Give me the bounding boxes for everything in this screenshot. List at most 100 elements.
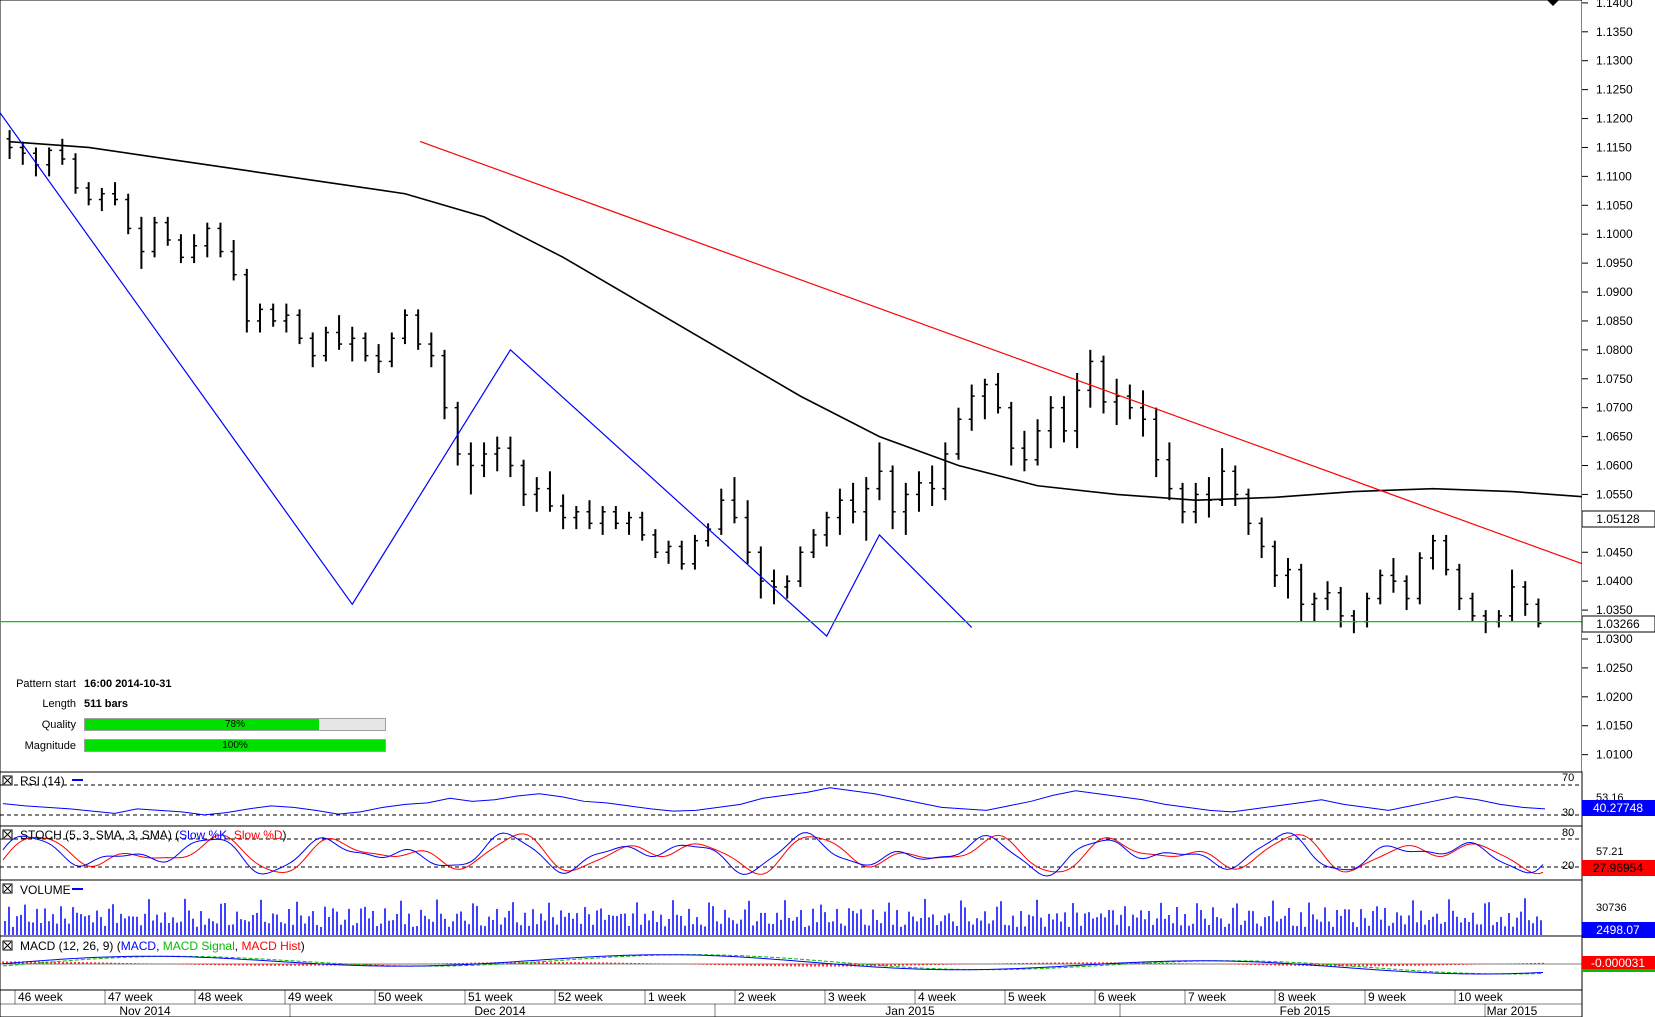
ohlc-bar (876, 442, 883, 501)
stoch-legend-d: Slow %D (234, 828, 283, 842)
stoch-marker: 57.21 (1596, 846, 1624, 858)
volume-marker: 30736 (1596, 902, 1627, 914)
rsi-value-label: 40.27748 (1593, 801, 1643, 815)
macd-signal-line (2, 954, 1544, 975)
time-axis: 46 week 47 week 48 week 49 week 50 week 51 we… (0, 989, 1583, 1017)
ohlc-bar (401, 309, 408, 345)
ohlc-bar (283, 303, 290, 333)
price-tick-label: 1.1350 (1596, 25, 1633, 39)
month-label: Mar 2015 (1487, 1004, 1538, 1017)
ohlc-bar (98, 187, 105, 212)
stoch-panel: STOCH (5, 3, SMA, 3, SMA) (Slow %K, Slow… (0, 825, 1655, 881)
ohlc-bar (1311, 592, 1318, 622)
ohlc-bar (1008, 401, 1015, 466)
price-tick-label: 1.1300 (1596, 54, 1633, 68)
week-label: 52 week (558, 990, 604, 1004)
ohlc-bar (915, 471, 922, 512)
ohlc-bar (270, 303, 277, 327)
price-tick-label: 1.1400 (1596, 0, 1633, 10)
week-label: 7 week (1188, 990, 1227, 1004)
price-tick-label: 1.0150 (1596, 719, 1633, 733)
ohlc-bar (995, 372, 1002, 414)
macd-title: MACD (12, 26, 9) (20, 939, 113, 953)
ohlc-bar (46, 147, 53, 177)
ohlc-bar (1034, 419, 1041, 466)
macd-legend-signal: MACD Signal (163, 939, 235, 953)
magnitude-bar-fill (85, 740, 385, 751)
price-axis: 1.1400 1.1350 1.1300 1.1250 1.1200 1.1150 1.11… (1581, 0, 1655, 772)
ma-value-box (1581, 510, 1655, 528)
ohlc-bar (1271, 540, 1278, 587)
ohlc-bar (322, 326, 329, 362)
macd-value-label: -0.000031 (1591, 956, 1645, 970)
ohlc-bar (1522, 581, 1529, 616)
ohlc-bar (125, 193, 132, 235)
price-tick-label: 1.0100 (1596, 748, 1633, 762)
ma-value-label: 1.05128 (1596, 512, 1640, 526)
ohlc-bar (586, 500, 593, 530)
week-label: 47 week (108, 990, 154, 1004)
price-tick-label: 1.1200 (1596, 112, 1633, 126)
week-label: 8 week (1278, 990, 1317, 1004)
price-tick-label: 1.0900 (1596, 285, 1633, 299)
ohlc-bar (533, 477, 540, 512)
length-label: Length (42, 698, 76, 710)
ohlc-bar (955, 407, 962, 460)
ohlc-bar (797, 546, 804, 587)
close-icon (3, 941, 12, 950)
close-icon (3, 776, 12, 785)
week-label: 3 week (828, 990, 867, 1004)
ohlc-bar (1021, 430, 1028, 472)
week-label: 1 week (648, 990, 687, 1004)
magnitude-value: 100% (222, 740, 248, 751)
resistance-trendline (419, 140, 1583, 565)
ohlc-bar (112, 182, 119, 206)
ohlc-bar (889, 465, 896, 530)
close-icon (3, 830, 12, 839)
quality-value: 78% (224, 719, 245, 730)
pattern-info: Pattern start 16:00 2014-10-31 Length 51… (0, 678, 400, 758)
ohlc-bar (467, 442, 474, 495)
ohlc-bar (1140, 390, 1147, 437)
ohlc-bar (164, 216, 171, 246)
ohlc-bar (1060, 396, 1067, 443)
ohlc-bar (968, 384, 975, 431)
ohlc-bar (494, 436, 501, 472)
price-tick-label: 1.0300 (1596, 632, 1633, 646)
price-tick-label: 1.0650 (1596, 430, 1633, 444)
ohlc-bar (1285, 558, 1291, 599)
week-label: 6 week (1098, 990, 1137, 1004)
quality-bar-fill (85, 719, 319, 730)
ohlc-bar (546, 471, 553, 512)
ohlc-bar (612, 505, 619, 530)
ohlc-bar (902, 482, 909, 535)
ohlc-bar (362, 332, 369, 362)
week-label: 10 week (1458, 990, 1504, 1004)
month-label: Feb 2015 (1280, 1004, 1331, 1017)
ohlc-bar (771, 569, 777, 605)
ohlc-bar (823, 511, 830, 547)
stoch-title: STOCH (5, 3, SMA, 3, SMA) (20, 828, 172, 842)
stoch-value-box (1582, 860, 1655, 876)
ohlc-bar (441, 349, 448, 420)
magnitude-label: Magnitude (24, 740, 76, 752)
ohlc-bar (639, 511, 646, 541)
ohlc-bar (296, 309, 303, 345)
price-tick-label: 1.0250 (1596, 661, 1633, 675)
rsi-line (2, 787, 1546, 816)
ohlc-bar (1390, 558, 1397, 593)
volume-bars (4, 898, 1542, 935)
ohlc-bar (1087, 349, 1094, 408)
quality-label: Quality (41, 719, 76, 731)
ohlc-bar (204, 222, 211, 258)
pattern-start-label: Pattern start (16, 678, 76, 690)
ohlc-bar (560, 494, 567, 530)
ohlc-bar (929, 465, 936, 506)
ohlc-bar (72, 153, 79, 194)
stoch-level-80: 80 (1562, 827, 1574, 839)
ohlc-bar (850, 482, 857, 524)
ohlc-bar (665, 540, 672, 564)
ohlc-bar (1192, 482, 1199, 524)
collapse-marker-icon[interactable] (1547, 0, 1559, 6)
